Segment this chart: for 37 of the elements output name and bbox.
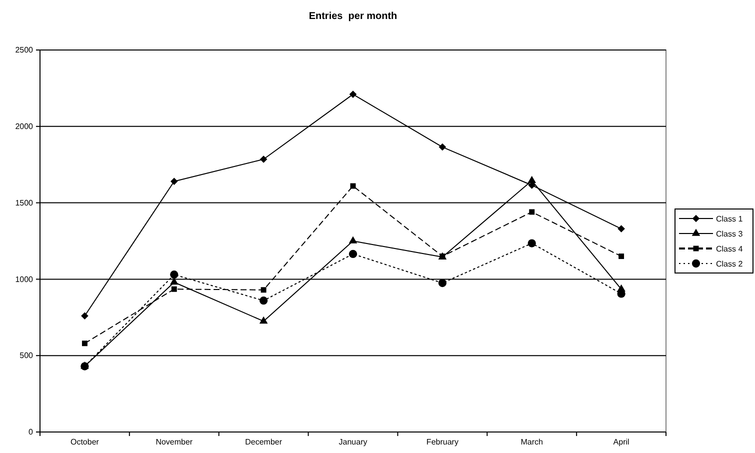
point [528,239,536,248]
point [529,209,535,215]
y-tick-label: 1500 [15,198,34,208]
point [170,178,178,186]
point [348,236,358,244]
point [618,254,624,260]
point [260,287,266,293]
y-tick-label: 500 [20,351,34,360]
y-tick-label: 2000 [15,122,34,131]
point [81,312,88,320]
point [82,340,88,346]
point [438,278,446,288]
point [170,270,178,279]
chart-title: Entries per month [308,11,398,22]
y-tick-label: 0 [28,428,34,437]
x-tick-label: November [156,438,193,447]
legend-label: Class 1 [716,214,744,224]
legend-label: Class 3 [716,229,744,238]
point [348,250,358,258]
point [528,176,536,184]
legend-label: Class 4 [716,244,744,254]
point [260,296,268,305]
y-tick-label: 2500 [15,46,34,55]
legend-label: Class 2 [716,259,744,268]
y-tick-label: 1000 [15,274,34,284]
point [259,316,268,324]
point [260,156,268,163]
point [171,286,177,292]
x-tick-label: April [613,438,630,447]
x-tick-label: February [426,438,458,447]
point [618,225,625,232]
point [438,143,446,151]
x-tick-label: March [520,438,543,447]
x-tick-label: October [70,438,100,447]
x-tick-label: January [338,438,368,447]
x-tick-label: December [245,438,282,447]
point [349,90,357,98]
